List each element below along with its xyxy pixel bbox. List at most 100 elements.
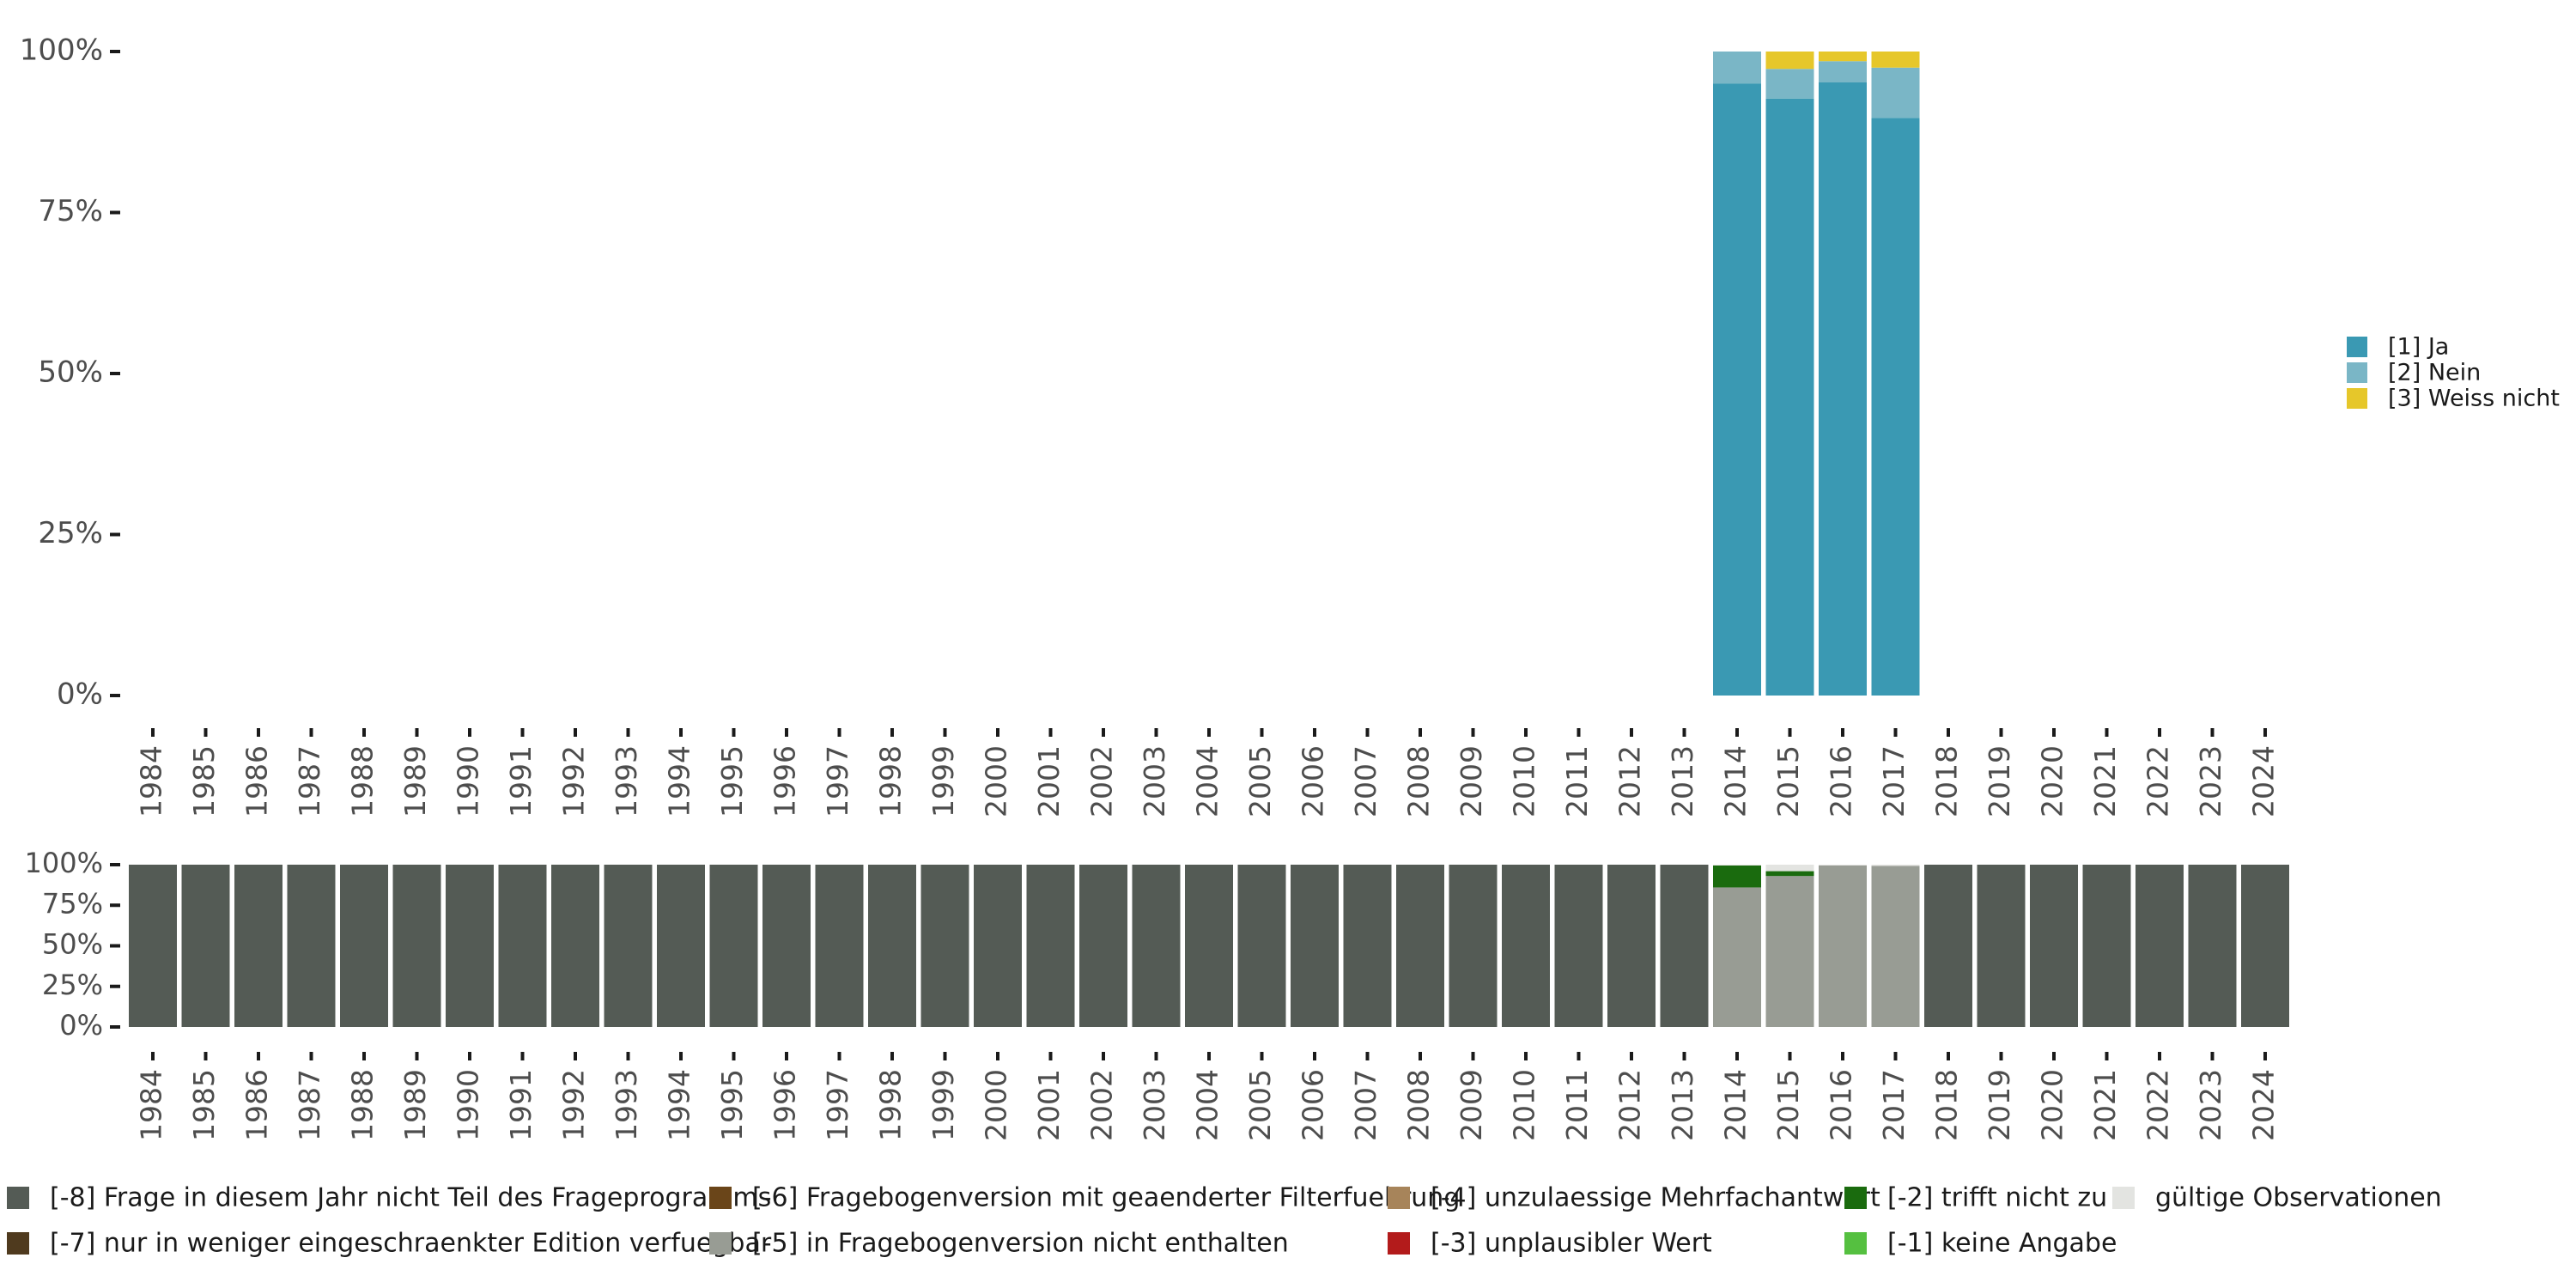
x-tick-label: 2004 [1191,745,1224,817]
x-tick-label: 1990 [452,1069,485,1141]
y-tick-label: 50% [38,355,103,390]
bar-segment [1871,865,1920,866]
x-tick-label: 2005 [1243,745,1277,817]
bar-segment [1765,69,1814,99]
x-tick-label: 1996 [769,1069,802,1141]
x-tick-label: 2001 [1032,1069,1066,1141]
bar-segment [1713,83,1761,696]
x-tick-label: 2016 [1825,1069,1858,1141]
bar-segment [1396,865,1444,1027]
x-tick-label: 2003 [1138,1069,1171,1141]
x-tick-label: 2002 [1085,1069,1119,1141]
bar-segment [1765,52,1814,70]
x-tick-label: 1987 [293,745,326,817]
bar-segment [287,865,336,1027]
legend-swatch [2347,337,2367,357]
legend-label: gültige Observationen [2155,1183,2442,1213]
bar-segment [604,865,653,1027]
bar-segment [1132,865,1181,1027]
x-tick-label: 1987 [293,1069,326,1141]
bar-segment [1871,52,1920,68]
x-tick-label: 2009 [1455,1069,1488,1141]
legend-swatch [709,1232,732,1255]
bar-segment [2030,865,2078,1027]
x-tick-label: 1989 [398,745,432,817]
x-tick-label: 1993 [610,1069,643,1141]
bar-segment [1079,865,1127,1027]
bar-segment [1765,871,1814,877]
bar-segment [920,865,969,1027]
legend-label: [-7] nur in weniger eingeschraenkter Edi… [50,1229,772,1259]
bar-segment [1449,865,1498,1027]
x-tick-label: 1992 [557,1069,591,1141]
bar-segment [1819,82,1867,696]
legend-swatch [1844,1187,1867,1209]
bar-segment [392,865,441,1027]
bar-segment [1237,865,1286,1027]
x-tick-label: 2021 [2088,1069,2122,1141]
x-tick-label: 2016 [1825,745,1858,817]
legend-label: [-6] Fragebogenversion mit geaenderter F… [752,1183,1460,1213]
x-tick-label: 2011 [1560,745,1594,817]
legend-swatch [1844,1232,1867,1255]
x-tick-label: 1997 [821,745,854,817]
x-tick-label: 2003 [1138,745,1171,817]
y-tick-label: 25% [42,969,103,1001]
bar-segment [1026,865,1075,1027]
x-tick-label: 2001 [1032,745,1066,817]
bar-segment [234,865,283,1027]
x-tick-label: 1991 [504,1069,538,1141]
bar-segment [1871,67,1920,118]
bar-segment [1819,865,1867,1027]
x-tick-label: 1985 [187,745,221,817]
x-tick-label: 2019 [1983,745,2016,817]
legend-label: [-1] keine Angabe [1887,1229,2117,1259]
x-tick-label: 2017 [1877,745,1911,817]
x-tick-label: 2011 [1560,1069,1594,1141]
bar-segment [1502,865,1550,1027]
x-tick-label: 1999 [927,745,960,817]
y-tick-label: 100% [20,33,103,68]
x-tick-label: 1989 [398,1069,432,1141]
x-tick-label: 2000 [980,745,1013,817]
x-tick-label: 1998 [874,745,908,817]
bar-segment [1607,865,1656,1027]
x-tick-label: 1994 [663,745,696,817]
x-tick-label: 2000 [980,1069,1013,1141]
y-tick-label: 75% [38,194,103,228]
bar-segment [1765,98,1814,696]
bar-segment [1819,865,1867,866]
x-tick-label: 2010 [1508,745,1541,817]
x-tick-label: 2017 [1877,1069,1911,1141]
bar-segment [657,865,705,1027]
x-tick-label: 1995 [715,1069,749,1141]
legend-label: [-8] Frage in diesem Jahr nicht Teil des… [50,1183,771,1213]
x-tick-label: 2018 [1930,745,1964,817]
bar-segment [1713,865,1761,888]
bar-segment [2188,865,2237,1027]
legend-swatch [1388,1232,1410,1255]
y-tick-label: 0% [57,677,103,712]
bar-segment [1713,865,1761,866]
legend-label: [-5] in Fragebogenversion nicht enthalte… [752,1229,1289,1259]
legend-label: [3] Weiss nicht [2388,386,2560,412]
x-tick-label: 1985 [187,1069,221,1141]
legend-swatch [2347,362,2367,383]
legend-swatch [2112,1187,2135,1209]
bar-segment [1185,865,1233,1027]
x-tick-label: 2022 [2142,1069,2175,1141]
legend-label: [2] Nein [2388,360,2481,386]
legend-swatch [1388,1187,1410,1209]
x-tick-label: 2006 [1297,745,1330,817]
x-tick-label: 1986 [240,1069,274,1141]
x-tick-label: 1995 [715,745,749,817]
x-tick-label: 2012 [1613,745,1647,817]
x-tick-label: 1984 [135,745,168,817]
y-tick-label: 0% [59,1009,103,1042]
x-tick-label: 1986 [240,745,274,817]
x-tick-label: 1998 [874,1069,908,1141]
x-tick-label: 1991 [504,745,538,817]
x-tick-label: 1992 [557,745,591,817]
legend-label: [1] Ja [2388,334,2449,361]
x-tick-label: 2008 [1402,745,1436,817]
